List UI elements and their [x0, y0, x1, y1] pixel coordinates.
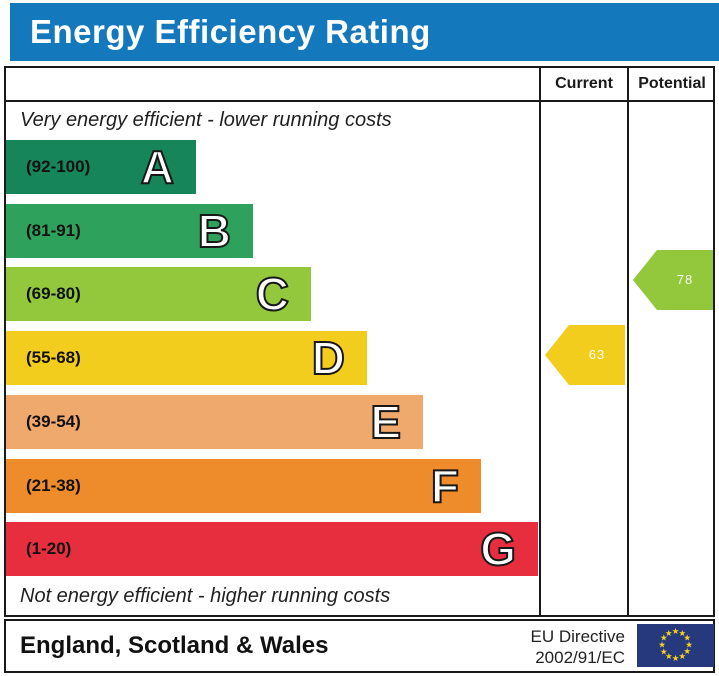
- band-f: (21-38) F: [6, 459, 481, 513]
- top-note: Very energy efficient - lower running co…: [20, 109, 392, 131]
- current-rating-value: 63: [588, 347, 606, 362]
- svg-text:★: ★: [672, 654, 680, 664]
- band-letter: C: [255, 267, 290, 321]
- band-range-label: (21-38): [26, 476, 81, 495]
- band-letter: F: [430, 459, 460, 513]
- band-d: (55-68) D: [6, 331, 367, 385]
- band-range-label: (92-100): [26, 157, 91, 176]
- svg-text:★: ★: [660, 634, 668, 644]
- band-e: (39-54) E: [6, 395, 423, 449]
- band-letter: D: [311, 331, 346, 385]
- page-title: Energy Efficiency Rating: [30, 13, 431, 50]
- eu-directive-line1: EU Directive: [530, 627, 625, 646]
- footer-region-label: England, Scotland & Wales: [20, 632, 329, 659]
- svg-text:★: ★: [658, 641, 666, 651]
- eu-directive-label: EU Directive 2002/91/EC: [497, 626, 625, 668]
- band-letter: G: [479, 522, 517, 576]
- band-letter: E: [369, 395, 402, 449]
- column-divider-current: [539, 66, 541, 617]
- column-divider-potential: [627, 66, 629, 617]
- band-c: (69-80) C: [6, 267, 311, 321]
- band-range-label: (1-20): [26, 539, 72, 558]
- column-header-potential: Potential: [638, 75, 706, 92]
- svg-text:★: ★: [683, 634, 691, 644]
- svg-text:★: ★: [678, 652, 686, 662]
- column-header-current: Current: [555, 75, 613, 92]
- band-g: (1-20) G: [6, 522, 538, 576]
- band-range-label: (81-91): [26, 221, 81, 240]
- footer-frame: [4, 619, 715, 673]
- header-divider: [4, 100, 715, 102]
- svg-text:★: ★: [672, 627, 680, 637]
- band-letter: A: [140, 140, 175, 194]
- band-range-label: (39-54): [26, 412, 81, 431]
- eu-directive-line2: 2002/91/EC: [535, 648, 625, 667]
- bottom-note: Not energy efficient - higher running co…: [20, 585, 391, 607]
- band-b: (81-91) B: [6, 204, 253, 258]
- svg-text:★: ★: [685, 641, 693, 651]
- band-range-label: (55-68): [26, 348, 81, 367]
- eu-flag-icon: ★ ★ ★ ★ ★ ★ ★ ★ ★ ★ ★ ★: [637, 624, 714, 667]
- svg-text:★: ★: [660, 647, 668, 657]
- band-a: (92-100) A: [6, 140, 196, 194]
- potential-rating-value: 78: [676, 272, 694, 287]
- band-range-label: (69-80): [26, 284, 81, 303]
- svg-text:★: ★: [678, 629, 686, 639]
- title-bar: Energy Efficiency Rating: [10, 3, 719, 61]
- svg-text:★: ★: [665, 652, 673, 662]
- svg-text:★: ★: [683, 647, 691, 657]
- svg-text:★: ★: [665, 629, 673, 639]
- band-letter: B: [197, 204, 232, 258]
